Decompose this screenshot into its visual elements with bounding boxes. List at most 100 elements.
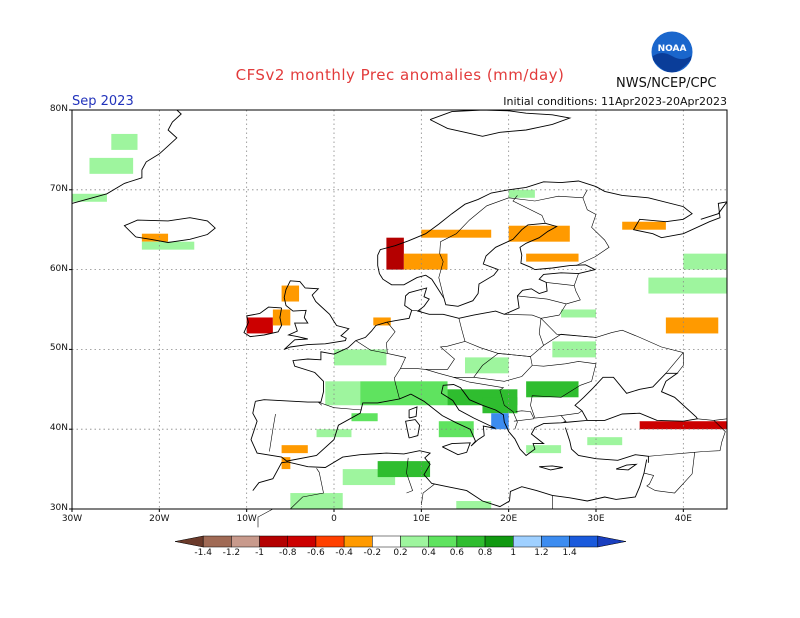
colorbar-swatch: [231, 535, 260, 548]
coastline: [71, 109, 182, 204]
anomaly-cell: [526, 381, 579, 398]
colorbar-label: 0.6: [449, 548, 465, 558]
anomaly-cell: [508, 225, 570, 242]
anomaly-cell: [281, 445, 308, 454]
anomaly-cell: [491, 413, 509, 430]
anomaly-cell: [272, 309, 291, 326]
colorbar-label: -0.4: [335, 548, 353, 558]
anomaly-cell: [141, 233, 169, 242]
coastline: [283, 280, 350, 350]
colorbar-swatch: [174, 535, 204, 548]
colorbar-label: 0.2: [393, 548, 408, 558]
anomaly-cell: [552, 341, 596, 358]
coastline: [405, 419, 421, 439]
anomaly-cell: [561, 309, 596, 318]
lat-tick-label: 60N: [49, 263, 68, 274]
anomaly-cell: [281, 457, 291, 470]
anomaly-cell: [508, 189, 535, 198]
coastline: [700, 201, 728, 220]
border: [648, 418, 728, 457]
border: [473, 365, 533, 382]
anomaly-cell: [648, 277, 727, 294]
lat-tick-label: 80N: [49, 104, 68, 114]
coastline: [250, 372, 699, 462]
border: [318, 401, 362, 411]
anomaly-cell: [438, 421, 474, 438]
lon-tick-label: 40E: [674, 514, 692, 524]
lon-tick-label: 30E: [587, 514, 605, 524]
colorbar-label: 0.4: [421, 548, 436, 558]
lon-tick-label: 20E: [500, 514, 518, 524]
colorbar-swatch: [484, 535, 514, 548]
border: [676, 352, 684, 374]
coastline: [564, 427, 649, 463]
border: [406, 457, 413, 494]
colorbar-swatch: [513, 535, 542, 548]
colorbar-label: 1.2: [534, 548, 549, 558]
lon-tick-label: 10E: [412, 514, 430, 524]
colorbar-label: -0.2: [363, 548, 382, 558]
border: [575, 197, 610, 266]
coastline: [123, 217, 216, 243]
border: [421, 484, 435, 506]
colorbar-swatch: [287, 535, 317, 548]
lon-tick-label: 0: [331, 514, 337, 524]
colorbar-swatch: [597, 535, 627, 548]
colorbar-swatch: [400, 535, 429, 548]
anomaly-cell: [316, 429, 352, 438]
coastline: [615, 463, 638, 471]
border: [546, 282, 575, 286]
anomaly-cell: [403, 253, 448, 270]
anomaly-cell: [89, 157, 134, 174]
border: [646, 452, 695, 494]
colorbar-label: 1: [510, 548, 517, 558]
border: [355, 340, 407, 399]
border: [561, 410, 583, 416]
colorbar-swatch: [343, 535, 373, 548]
anomaly-cell: [665, 317, 719, 334]
anomaly-cell: [334, 349, 387, 366]
colorbar-label: 1.4: [562, 548, 577, 558]
border: [517, 295, 567, 305]
border: [438, 189, 588, 299]
coastline: [408, 406, 418, 419]
coastline: [243, 306, 283, 338]
anomaly-cell: [141, 241, 195, 250]
colorbar-swatch: [569, 535, 599, 548]
coastline: [252, 450, 648, 508]
colorbar-label: -1.2: [222, 548, 241, 558]
coastlines: [71, 109, 728, 508]
border: [513, 410, 535, 422]
coastline: [442, 442, 471, 456]
anomaly-cell: [465, 357, 509, 374]
anomaly-cell: [683, 253, 727, 270]
lat-tick-label: 70N: [49, 183, 68, 194]
colorbar-label: -1: [255, 548, 265, 558]
border: [318, 401, 323, 406]
anomaly-cell: [351, 413, 378, 422]
lat-tick-label: 30N: [49, 503, 68, 513]
agency-label: NWS/NCEP/CPC: [616, 76, 717, 91]
coastline: [255, 222, 597, 403]
colorbar-swatch: [315, 535, 345, 548]
anomaly-cell: [72, 193, 107, 202]
colorbar-swatch: [428, 535, 458, 548]
colorbar-label: -0.6: [307, 548, 325, 558]
anomaly-cell: [377, 461, 431, 478]
border: [453, 377, 518, 430]
border: [563, 420, 567, 423]
lat-tick-label: 40N: [49, 423, 68, 434]
colorbar-swatch: [372, 535, 401, 548]
gridlines: [72, 110, 727, 509]
lon-tick-label: 10W: [236, 514, 257, 524]
anomaly-cell: [246, 317, 273, 334]
colorbar-label: 0.8: [477, 548, 493, 558]
anomaly-cell: [587, 437, 623, 446]
noaa-logo-icon: NOAA: [650, 30, 694, 74]
colorbar-label: -1.4: [194, 548, 212, 558]
anomaly-cell: [526, 253, 579, 262]
border: [643, 472, 655, 487]
anomaly-cell: [360, 381, 448, 406]
colorbar-swatch: [456, 535, 486, 548]
